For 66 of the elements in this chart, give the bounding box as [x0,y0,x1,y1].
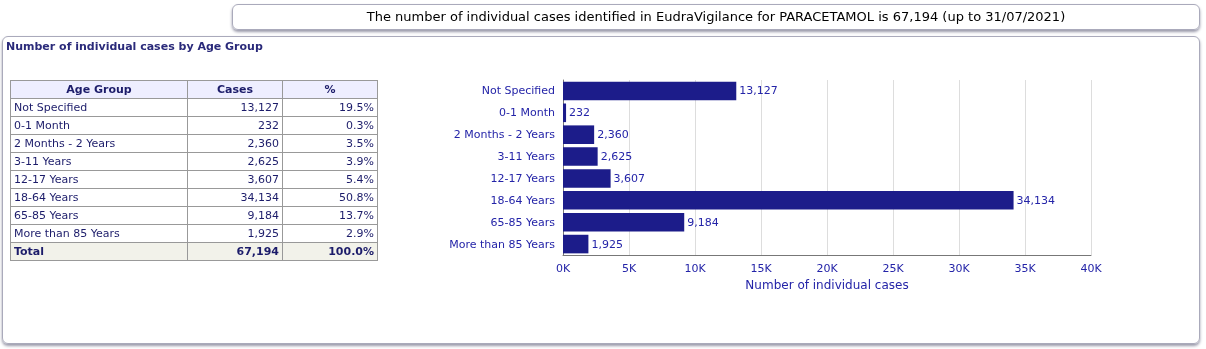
text: 2.9% [282,224,378,243]
text: 1,925 [187,224,283,243]
x-tick-label: 15K [750,262,773,275]
y-tick-label: 12-17 Years [490,171,556,185]
data-label: 2,360 [597,128,629,142]
x-tick-label: 25K [882,262,905,275]
x-tick-label: 20K [816,262,839,275]
text: 3.9% [282,152,378,171]
category-label: 3-11 Years [10,152,188,171]
bar [563,81,737,101]
bar [563,103,567,123]
x-axis-title: Number of individual cases [745,277,909,292]
bar [563,191,1014,210]
text: 9,184 [187,206,283,225]
bar [563,147,598,166]
category-label: 12-17 Years [10,170,188,189]
y-tick-label: 65-85 Years [490,215,556,229]
bar [563,212,685,232]
y-tick-label: 2 Months - 2 Years [453,128,556,142]
category-label: 2 Months - 2 Years [10,134,188,153]
text: 13,127 [187,98,283,117]
data-label: 13,127 [739,84,778,98]
y-tick-label: More than 85 Years [449,237,556,251]
x-tick-label: 35K [1014,262,1037,275]
text: 232 [187,116,283,135]
text: 13.7% [282,206,378,225]
text: 67,194 [187,242,283,261]
data-label: 232 [569,106,591,120]
category-label: 18-64 Years [10,188,188,207]
data-label: 2,625 [600,150,633,164]
category-label: More than 85 Years [10,224,188,243]
text: 2,625 [187,152,283,171]
category-label: 0-1 Month [10,116,188,135]
text: 3,607 [187,170,283,189]
text: 50.8% [282,188,378,207]
y-tick-label: 18-64 Years [490,193,556,207]
text: 5.4% [282,170,378,189]
text: 2,360 [187,134,283,153]
text: 34,134 [187,188,283,207]
text: 3.5% [282,134,378,153]
text: 19.5% [282,98,378,117]
x-tick-label: 40K [1080,262,1103,275]
text: % [282,80,378,99]
text: Cases [187,80,283,99]
data-label: 34,134 [1016,193,1056,207]
bar [563,125,595,144]
y-tick-label: 3-11 Years [497,150,556,164]
text: Age Group [10,80,188,99]
data-label: 3,607 [613,171,646,185]
x-tick-label: 0K [555,262,571,275]
text: Total [10,242,188,261]
text: The number of individual cases identified in EudraVigilance for PARACETAMOL is 67,194 (up to 31/07/2021) [232,4,1200,30]
data-label: 9,184 [687,215,719,229]
y-tick-label: Not Specified [481,84,555,98]
y-tick-label: 0-1 Month [499,106,556,120]
text: Number of individual cases by Age Group [6,40,263,53]
x-tick-label: 30K [948,262,971,275]
text: 0.3% [282,116,378,135]
category-label: Not Specified [10,98,188,117]
data-label: 1,925 [591,237,623,251]
x-tick-label: 5K [621,262,637,275]
x-tick-label: 10K [684,262,707,275]
category-label: 65-85 Years [10,206,188,225]
bar [563,169,611,188]
text: 100.0% [282,242,378,261]
bar [563,234,589,254]
